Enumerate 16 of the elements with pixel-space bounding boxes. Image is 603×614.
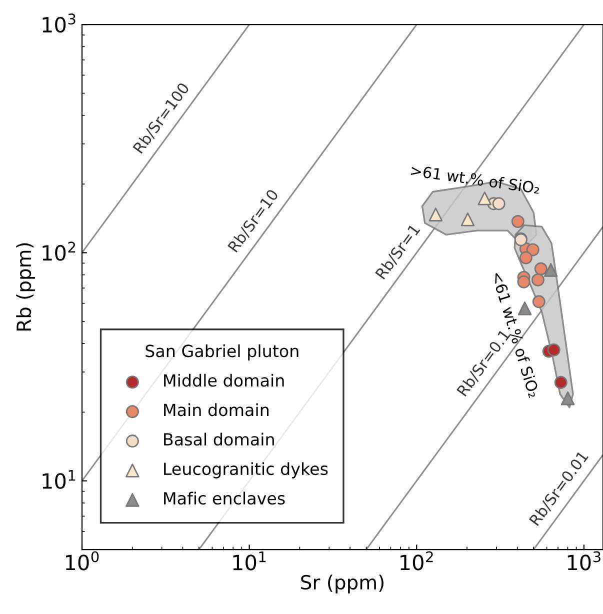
legend-label: Mafic enclaves — [164, 492, 285, 505]
annotation: >61 wt.% of SiO₂ — [410, 164, 540, 194]
legend-label: Middle domain — [164, 374, 284, 387]
legend-label: Leucogranitic dykes — [164, 462, 328, 478]
y-tick-label: 10$^{2}$ — [42, 242, 76, 261]
legend-label: Basal domain — [164, 432, 274, 446]
x-axis-title: Sr (ppm) — [301, 574, 384, 594]
legend-title: San Gabriel pluton — [146, 344, 298, 361]
y-axis-title: Rb (ppm) — [16, 243, 35, 331]
x-tick-label: 10$^{2}$ — [400, 551, 433, 570]
x-tick-label: 10$^{1}$ — [233, 551, 266, 570]
x-tick-label: 10$^{0}$ — [66, 551, 99, 570]
x-tick-label: 10$^{3}$ — [568, 551, 600, 570]
y-tick-label: 10$^{1}$ — [42, 470, 76, 489]
y-tick-label: 10$^{3}$ — [42, 14, 76, 33]
legend-label: Main domain — [164, 403, 269, 416]
